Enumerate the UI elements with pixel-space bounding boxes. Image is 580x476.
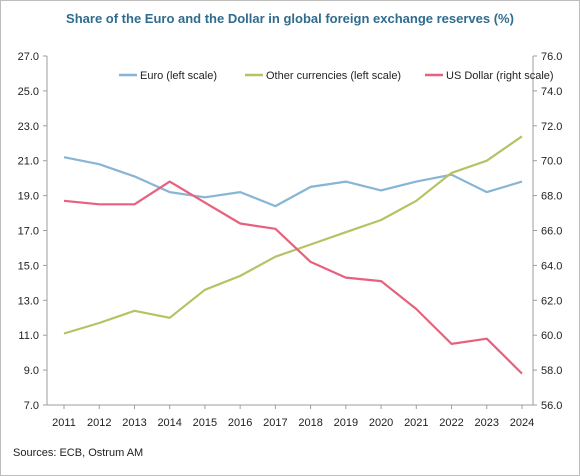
left-tick-label: 11.0	[18, 330, 39, 342]
x-tick-label: 2017	[263, 417, 287, 429]
x-tick-label: 2013	[122, 417, 146, 429]
left-tick-label: 19.0	[18, 191, 39, 203]
right-tick-label: 76.0	[541, 51, 562, 63]
chart-title: Share of the Euro and the Dollar in glob…	[66, 11, 514, 26]
left-tick-label: 25.0	[18, 86, 39, 98]
x-tick-label: 2018	[298, 417, 322, 429]
legend-label: Other currencies (left scale)	[266, 70, 401, 82]
right-tick-label: 68.0	[541, 191, 562, 203]
x-tick-label: 2016	[228, 417, 252, 429]
source-note: Sources: ECB, Ostrum AM	[13, 447, 144, 459]
right-tick-label: 56.0	[541, 400, 562, 412]
left-tick-label: 7.0	[24, 400, 39, 412]
legend-label: Euro (left scale)	[140, 70, 217, 82]
right-tick-label: 64.0	[541, 260, 562, 272]
x-tick-label: 2024	[510, 417, 534, 429]
x-tick-label: 2012	[87, 417, 111, 429]
left-tick-label: 15.0	[18, 260, 39, 272]
right-tick-label: 70.0	[541, 156, 562, 168]
left-tick-label: 21.0	[18, 156, 39, 168]
legend-label: US Dollar (right scale)	[446, 70, 554, 82]
left-tick-label: 27.0	[18, 51, 39, 63]
x-tick-label: 2021	[404, 417, 428, 429]
right-tick-label: 72.0	[541, 121, 562, 133]
x-tick-label: 2022	[439, 417, 463, 429]
series-line-2	[63, 135, 523, 335]
right-tick-label: 60.0	[541, 330, 562, 342]
series-line-3	[63, 180, 523, 375]
left-tick-label: 9.0	[24, 365, 39, 377]
x-tick-label: 2015	[193, 417, 217, 429]
right-tick-label: 62.0	[541, 295, 562, 307]
right-tick-label: 66.0	[541, 226, 562, 238]
x-tick-label: 2014	[157, 417, 181, 429]
left-tick-label: 17.0	[18, 226, 39, 238]
series-line-1	[63, 156, 523, 208]
x-tick-label: 2023	[475, 417, 499, 429]
x-tick-label: 2020	[369, 417, 393, 429]
right-tick-label: 58.0	[541, 365, 562, 377]
x-tick-label: 2019	[334, 417, 358, 429]
left-tick-label: 13.0	[18, 295, 39, 307]
left-tick-label: 23.0	[18, 121, 39, 133]
right-tick-label: 74.0	[541, 86, 562, 98]
x-tick-label: 2011	[52, 417, 76, 429]
